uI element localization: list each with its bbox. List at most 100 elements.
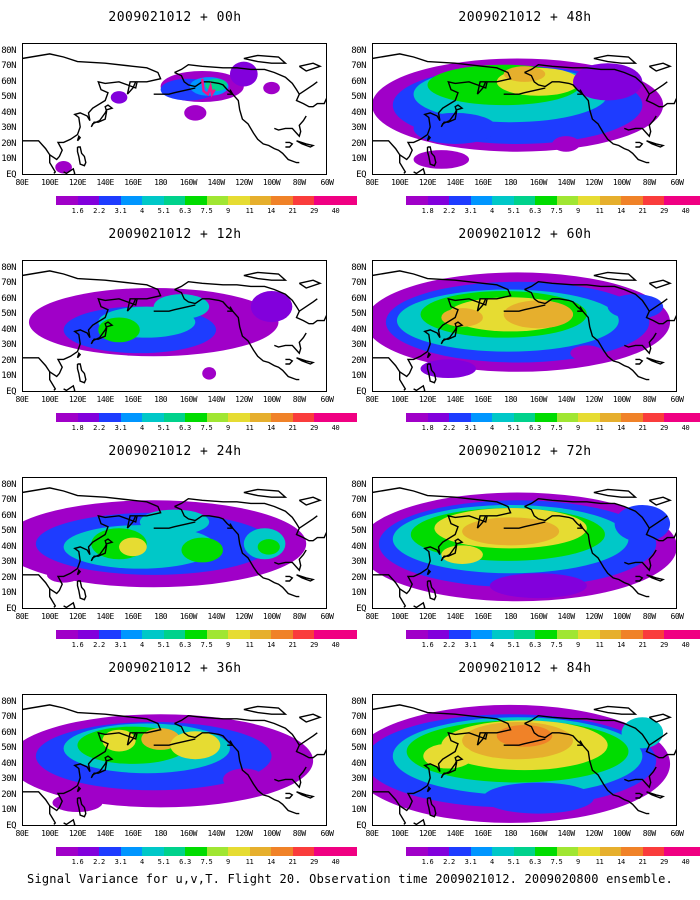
variance-contour-region [170, 731, 221, 760]
coastline [22, 704, 162, 812]
lat-tick-label: 10N [1, 371, 16, 382]
colorbar-label: 5.1 [157, 641, 170, 649]
panel-title: 2009021012 + 60h [458, 227, 592, 242]
coastline [426, 351, 432, 359]
lon-tick-label: 140W [557, 612, 575, 621]
coastline [577, 89, 584, 95]
lat-tick-label: 70N [351, 278, 366, 289]
lat-tick-label: 80N [1, 262, 16, 273]
colorbar-swatch [513, 847, 535, 856]
coastline [645, 310, 677, 325]
lon-tick-label: 180 [504, 612, 518, 621]
coastline [298, 279, 323, 289]
colorbar-swatch [314, 196, 336, 205]
colorbar-swatch [206, 847, 228, 856]
coastline [593, 488, 638, 498]
coastline [153, 521, 196, 529]
colorbar-swatch [142, 413, 164, 422]
lat-tick-label: 50N [1, 92, 16, 103]
lat-tick-label: 60N [1, 293, 16, 304]
colorbar-swatch [206, 196, 228, 205]
lon-tick-label: 120W [235, 178, 253, 187]
colorbar-swatch [449, 413, 471, 422]
colorbar-swatch [578, 413, 600, 422]
coastline [440, 104, 464, 128]
colorbar-label: 29 [660, 641, 668, 649]
coastline [524, 71, 650, 164]
coastline [635, 575, 644, 582]
colorbar-label: 9 [226, 858, 230, 866]
coastline [648, 62, 673, 72]
coastline [295, 527, 327, 542]
colorbar-swatch [228, 847, 250, 856]
coastline [153, 738, 196, 746]
variance-map [22, 43, 327, 175]
lon-tick-label: 120W [585, 612, 603, 621]
coastline [577, 740, 584, 746]
variance-contour-region [607, 294, 664, 320]
coastline [298, 713, 323, 723]
colorbar-swatch [642, 196, 664, 205]
colorbar-label: 7.5 [550, 424, 563, 432]
colorbar-swatch [556, 847, 578, 856]
flight-track [200, 78, 216, 98]
colorbar-swatch [163, 630, 185, 639]
coastline [174, 280, 318, 313]
coastline [126, 81, 137, 95]
coastline [295, 310, 327, 325]
colorbar-label: 14 [267, 858, 275, 866]
colorbar-label: 40 [681, 207, 690, 215]
colorbar-swatch [163, 196, 185, 205]
coastline [76, 568, 82, 576]
coastline [372, 53, 512, 161]
variance-map [22, 694, 327, 826]
coastline [524, 505, 650, 598]
lon-tick-label: 160E [474, 829, 492, 838]
colorbar-swatch [492, 196, 514, 205]
coastline [76, 797, 87, 818]
lon-tick-label: 160E [124, 395, 142, 404]
coastline [476, 515, 487, 529]
colorbar [406, 630, 700, 639]
colorbar-label: 7.5 [200, 641, 213, 649]
lat-tick-label: 70N [1, 712, 16, 723]
colorbar-label: 1.6 [71, 858, 84, 866]
coastline [295, 744, 327, 759]
lon-tick-label: 120E [68, 612, 87, 621]
colorbar-swatch [406, 630, 428, 639]
colorbar-swatch [335, 413, 357, 422]
lat-tick-label: 10N [1, 805, 16, 816]
panel-title: 2009021012 + 00h [108, 10, 242, 25]
colorbar-swatch [292, 413, 314, 422]
coastline [476, 298, 487, 312]
lat-tick-label: 80N [1, 45, 16, 56]
colorbar-label: 9 [226, 424, 230, 432]
colorbar-label: 11 [245, 207, 254, 215]
coastline [126, 298, 137, 312]
colorbar-swatch [642, 413, 664, 422]
lon-tick-label: 120W [585, 178, 603, 187]
lon-tick-label: 140E [96, 178, 115, 187]
coastline [624, 115, 657, 138]
colorbar-swatch [535, 847, 557, 856]
coastline [524, 722, 650, 815]
variance-contour-region [503, 66, 546, 82]
colorbar-swatch [685, 630, 700, 639]
colorbar-label: 3.1 [464, 858, 477, 866]
lat-tick-label: EQ [6, 170, 16, 180]
lat-tick-label: 70N [351, 712, 366, 723]
colorbar-swatch [406, 196, 428, 205]
coastline [274, 549, 307, 572]
coastline [503, 738, 546, 746]
colorbar-swatch [685, 413, 700, 422]
figure-caption: Signal Variance for u,v,T. Flight 20. Ob… [27, 872, 673, 886]
colorbar-label: 1.6 [421, 858, 434, 866]
lat-tick-label: 70N [1, 61, 16, 72]
lat-tick-label: 60N [1, 76, 16, 87]
colorbar-swatch [163, 413, 185, 422]
coastline [22, 574, 57, 608]
colorbar-swatch [185, 630, 207, 639]
coastline [90, 104, 114, 128]
colorbar-swatch [206, 630, 228, 639]
lat-tick-label: 30N [351, 774, 366, 785]
